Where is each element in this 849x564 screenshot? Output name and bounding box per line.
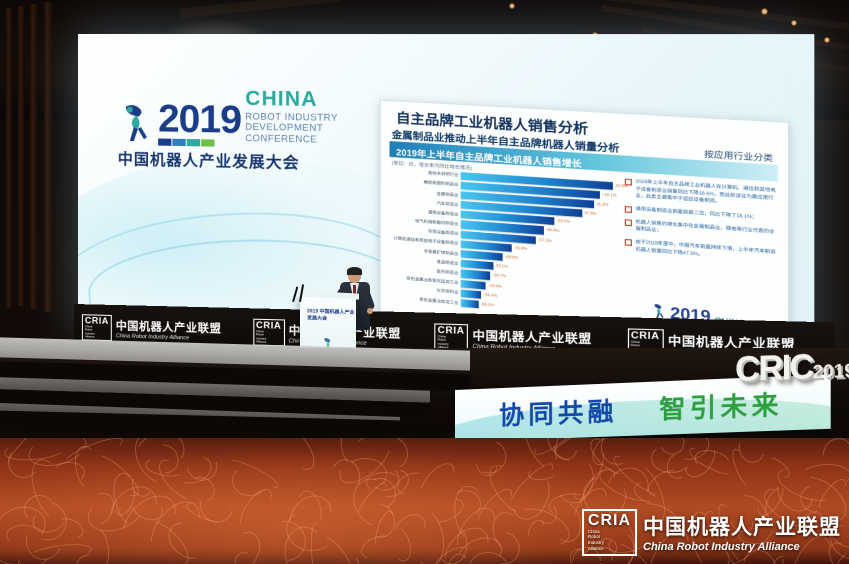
robot-mark-icon bbox=[118, 100, 154, 145]
chart-value-label: -65.2% bbox=[481, 301, 494, 310]
speaker-hair bbox=[347, 267, 362, 275]
ceiling-light bbox=[824, 37, 830, 43]
chart-value-label: -56.4% bbox=[484, 291, 497, 300]
chart-bar bbox=[461, 289, 482, 298]
cric-sign: CRIC2019 bbox=[735, 346, 849, 390]
chart-value-label: -29.3% bbox=[556, 218, 570, 227]
cria-mark: CRIA bbox=[588, 513, 631, 529]
cria-en-name: China Robot Industry Alliance bbox=[643, 541, 841, 553]
cria-sub-4: Alliance bbox=[85, 335, 109, 339]
chart-bar bbox=[461, 299, 479, 308]
ceiling-light bbox=[761, 8, 768, 15]
bullet-text: 2019年上半年自主品牌工业机器人在计算机、通信和其他电子设备制造业销量同比下降… bbox=[635, 178, 778, 210]
bullet-square-icon bbox=[625, 219, 632, 226]
sales-bar-chart: 其他未列明行业 22.6% 橡胶和塑料制品业 -18.1% 金属制品业 11.2% 汽车制造… bbox=[390, 166, 613, 321]
cria-logo-box: CRIAChinaRobotIndustryAlliance bbox=[253, 318, 285, 347]
chart-value-label: -19.0% bbox=[488, 282, 501, 291]
chart-value-label: 47.5% bbox=[584, 210, 596, 219]
wall-fin bbox=[44, 2, 52, 313]
wall-fin bbox=[30, 4, 37, 310]
cria-cn-name: 中国机器人产业联盟 bbox=[643, 511, 841, 541]
logo-en-line2: DEVELOPMENT CONFERENCE bbox=[245, 122, 379, 146]
cric-year: 2019 bbox=[813, 361, 849, 383]
chart-value-label: -49.0% bbox=[505, 254, 518, 263]
logo-china-word: CHINA bbox=[245, 88, 379, 113]
conference-stage-photo: 2019 CHINA ROBOT INDUSTRY DEVELOPMENT CO… bbox=[0, 0, 849, 564]
wall-fin bbox=[18, 6, 24, 307]
speaker-hand-clicker bbox=[367, 308, 373, 314]
bullet-square-icon bbox=[625, 239, 632, 246]
cria-logo-box: CRIA China Robot Industry Alliance bbox=[582, 509, 637, 556]
bullet-text: 由于2018年度中，中国汽车销量持续下滑，上半年汽车制造机器人销量同比下降47.… bbox=[635, 239, 778, 265]
slide-bullet-item: 2019年上半年自主品牌工业机器人在计算机、通信和其他电子设备制造业销量同比下降… bbox=[625, 177, 778, 209]
chart-value-label: -40.6% bbox=[546, 227, 560, 236]
podium-logo-text: 2019 中国机器人产业发展大会 bbox=[307, 307, 356, 323]
cria-watermark: CRIA China Robot Industry Alliance 中国机器人… bbox=[582, 509, 841, 556]
slide-bullet-list: 2019年上半年自主品牌工业机器人在计算机、通信和其他电子设备制造业销量同比下降… bbox=[625, 177, 778, 269]
carpet-swirl bbox=[270, 438, 322, 476]
cria-logo-box: CRIAChinaRobotIndustryAlliance bbox=[82, 314, 112, 342]
banner-text-blue: 协同共融 bbox=[499, 397, 618, 430]
chart-value-label: 11.2% bbox=[597, 201, 609, 210]
chart-value-label: -17.5% bbox=[538, 236, 552, 245]
conference-logo: 2019 CHINA ROBOT INDUSTRY DEVELOPMENT CO… bbox=[118, 86, 380, 175]
ceiling-light bbox=[791, 20, 797, 26]
ceiling-light bbox=[509, 3, 515, 9]
wall-fin bbox=[6, 8, 12, 309]
chart-bar bbox=[461, 280, 486, 290]
chart-value-label: -50.7% bbox=[493, 272, 506, 281]
bullet-square-icon bbox=[625, 179, 632, 186]
chart-value-label: -18.1% bbox=[603, 191, 617, 200]
chart-value-label: -31.8% bbox=[514, 244, 527, 253]
cric-letters: CRIC bbox=[735, 347, 813, 389]
chart-value-label: 32.1% bbox=[496, 263, 508, 272]
bullet-square-icon bbox=[625, 206, 632, 213]
logo-year: 2019 bbox=[158, 102, 241, 138]
cria-sub-4: Alliance bbox=[588, 546, 631, 552]
banner-text-green: 智引未来 bbox=[659, 391, 783, 425]
